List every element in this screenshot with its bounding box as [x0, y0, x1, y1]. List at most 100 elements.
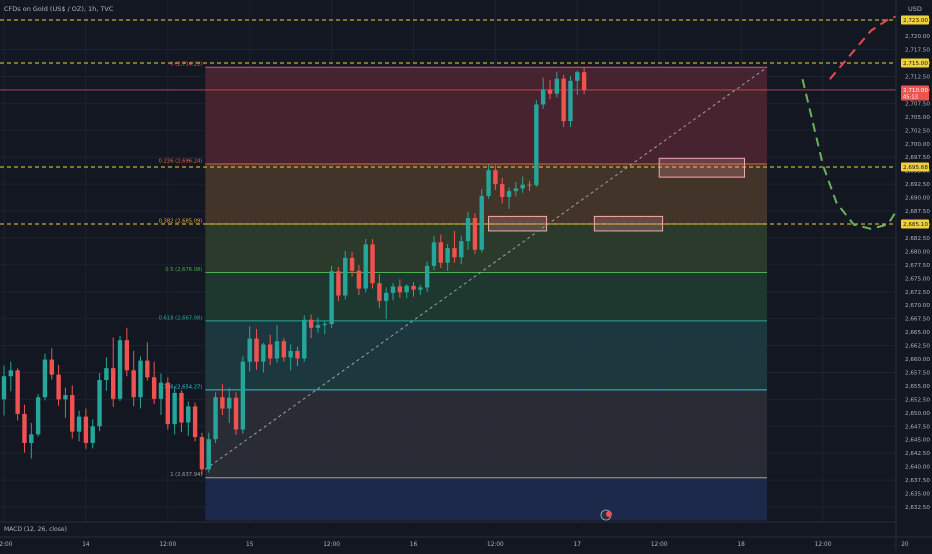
candle-body: [275, 341, 279, 358]
candle-body: [295, 351, 299, 359]
candle-body: [343, 258, 347, 296]
candle-body: [514, 188, 518, 191]
candle-body: [527, 185, 531, 186]
price-tick-label: 2,635.00: [905, 492, 930, 498]
candle-body: [445, 248, 449, 263]
candle-body: [145, 361, 149, 378]
currency-label: USD: [908, 5, 922, 13]
time-tick-label: 20: [901, 542, 909, 548]
price-tick-label: 2,637.50: [905, 478, 930, 484]
candle-body: [309, 320, 313, 328]
candle-body: [234, 398, 238, 430]
candle-body: [50, 360, 54, 375]
level-label-text: 2,685.10: [903, 222, 928, 228]
level-label-text: 2,723.00: [903, 18, 928, 24]
price-tick-label: 2,670.00: [905, 303, 930, 309]
candle-body: [29, 434, 33, 443]
price-tick-label: 2,692.50: [905, 182, 930, 188]
candle-body: [241, 362, 245, 430]
candle-body: [104, 368, 108, 380]
candle-body: [439, 242, 443, 262]
fib-band: [205, 478, 767, 521]
zone-rect: [659, 158, 744, 177]
fib-label: 0.382 (2,685.09): [159, 219, 203, 225]
fib-label: 0.786 (2,654.27): [159, 384, 203, 390]
candle-body: [193, 406, 197, 437]
zone-rect: [594, 216, 662, 231]
last-price-text: 2,710.00: [903, 88, 928, 94]
fib-band: [205, 67, 767, 164]
candle-body: [159, 383, 163, 399]
time-tick-label: 12:00: [487, 542, 504, 548]
price-tick-label: 2,680.00: [905, 249, 930, 255]
candle-body: [323, 324, 327, 325]
candle-body: [131, 370, 135, 397]
price-tick-label: 2,645.00: [905, 438, 930, 444]
level-label-text: 2,715.00: [903, 61, 928, 67]
candle-body: [377, 283, 381, 301]
price-tick-label: 2,632.50: [905, 505, 930, 511]
candle-body: [507, 191, 511, 197]
level-label-text: 2,695.68: [903, 165, 928, 171]
fib-band: [205, 272, 767, 320]
time-tick-label: 18: [737, 542, 745, 548]
candle-body: [207, 439, 211, 469]
candle-body: [370, 244, 374, 283]
candle-body: [493, 170, 497, 184]
zone-rect: [489, 216, 547, 231]
price-tick-label: 2,667.50: [905, 317, 930, 323]
candle-body: [261, 344, 265, 361]
candle-body: [384, 293, 388, 301]
price-tick-label: 2,642.50: [905, 451, 930, 457]
candle-body: [213, 397, 217, 439]
candle-body: [521, 185, 525, 189]
candle-body: [282, 341, 286, 357]
candle-body: [118, 340, 122, 399]
candle-body: [418, 287, 422, 289]
candle-body: [288, 351, 292, 357]
candle-body: [500, 184, 504, 197]
time-tick-label: 12:00: [159, 542, 176, 548]
price-tick-label: 2,687.50: [905, 209, 930, 215]
fib-label: 1 (2,637.94): [170, 472, 202, 478]
candle-body: [316, 325, 320, 328]
time-tick-label: 14: [82, 542, 90, 548]
time-tick-label: 12:00: [651, 542, 668, 548]
candle-body: [111, 368, 115, 399]
price-tick-label: 2,705.00: [905, 115, 930, 121]
price-tick-label: 2,720.00: [905, 34, 930, 40]
candle-body: [56, 375, 60, 400]
price-tick-label: 2,662.50: [905, 344, 930, 350]
candle-body: [473, 218, 477, 250]
price-tick-label: 2,660.00: [905, 357, 930, 363]
candle-body: [404, 286, 408, 292]
candle-body: [186, 406, 190, 422]
price-tick-label: 2,717.50: [905, 48, 930, 54]
candle-body: [329, 271, 333, 324]
time-tick-label: 16: [410, 542, 418, 548]
candle-body: [568, 81, 572, 121]
candle-body: [97, 380, 101, 426]
candle-body: [268, 344, 272, 358]
candle-body: [77, 417, 81, 432]
candle-body: [43, 360, 47, 398]
candle-body: [91, 426, 95, 443]
candle-body: [152, 377, 156, 399]
price-tick-label: 2,665.00: [905, 330, 930, 336]
candle-body: [166, 383, 170, 424]
candle-body: [70, 395, 74, 432]
candle-body: [357, 271, 361, 289]
candle-body: [15, 370, 19, 414]
chart-title: CFDs on Gold (US$ / OZ), 1h, TVC: [4, 5, 114, 13]
candle-body: [179, 393, 183, 423]
price-tick-label: 2,690.00: [905, 196, 930, 202]
last-price-sub: 45:13: [903, 94, 918, 100]
candle-body: [254, 339, 258, 362]
time-tick-label: 17: [574, 542, 582, 548]
fib-label: 0.618 (2,667.08): [159, 315, 203, 321]
candle-body: [336, 271, 340, 295]
candle-body: [486, 170, 490, 196]
candle-body: [575, 72, 579, 81]
price-tick-label: 2,700.00: [905, 142, 930, 148]
